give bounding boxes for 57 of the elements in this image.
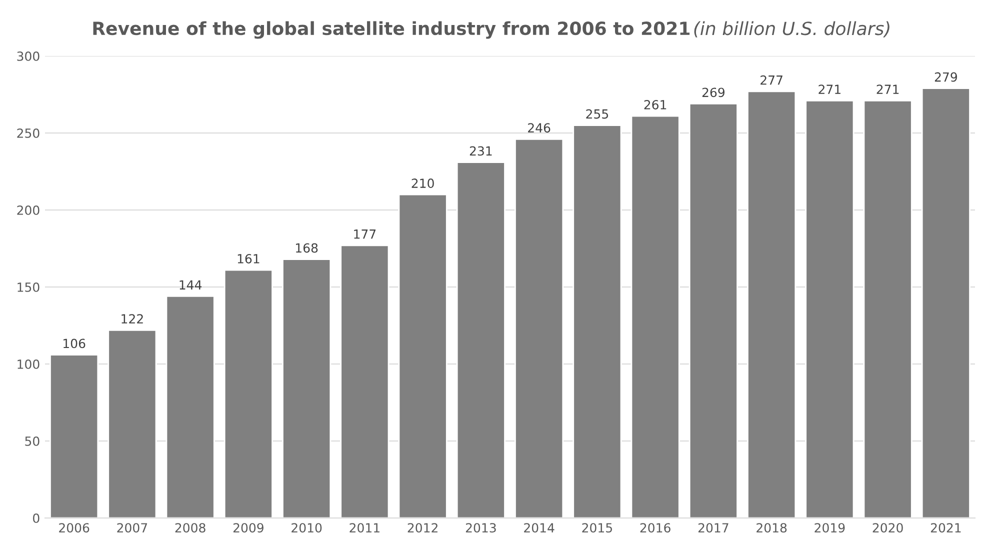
data-label: 271 <box>818 84 840 94</box>
y-tick-label: 150 <box>18 282 40 292</box>
x-tick-label: 2019 <box>814 523 845 533</box>
bar <box>224 269 273 518</box>
x-tick-label: 2021 <box>930 523 961 533</box>
bar <box>108 329 157 518</box>
bar <box>50 354 99 518</box>
data-label: 261 <box>644 100 666 110</box>
y-tick-label: 50 <box>25 436 40 446</box>
y-tick-label: 200 <box>17 205 40 215</box>
bar <box>398 194 448 518</box>
chart-title: Revenue of the global satellite industry from 2006 to 2021 <box>93 21 690 39</box>
y-tick-label: 300 <box>17 51 40 61</box>
bar <box>630 115 680 518</box>
x-tick-label: 2008 <box>175 523 206 533</box>
bar <box>863 100 912 518</box>
x-tick-label: 2012 <box>408 523 438 533</box>
x-tick-label: 2020 <box>872 523 903 533</box>
bar <box>456 162 506 518</box>
data-label: 144 <box>180 280 202 290</box>
chart-subtitle: (in billion U.S. dollars) <box>694 21 890 38</box>
data-label: 106 <box>64 338 86 348</box>
data-label: 269 <box>702 88 724 98</box>
bar <box>805 100 854 518</box>
x-tick-label: 2015 <box>582 523 612 533</box>
data-label: 231 <box>470 146 492 156</box>
x-tick-label: 2016 <box>640 523 670 533</box>
data-label: 161 <box>238 254 260 264</box>
x-tick-label: 2010 <box>292 523 322 533</box>
data-label: 210 <box>412 178 434 188</box>
bar <box>282 258 332 518</box>
bar <box>340 244 390 518</box>
data-label: 255 <box>586 109 608 119</box>
x-tick-label: 2013 <box>466 523 496 533</box>
bar <box>572 124 622 518</box>
bar <box>688 103 738 518</box>
bar <box>514 138 564 518</box>
data-label: 279 <box>934 72 957 82</box>
data-label: 271 <box>876 84 899 94</box>
data-label: 177 <box>354 230 376 239</box>
bar <box>166 296 215 518</box>
data-label: 168 <box>296 243 318 253</box>
y-tick-label: 100 <box>18 359 40 369</box>
y-tick-label: 0 <box>33 513 40 523</box>
x-tick-label: 2014 <box>524 523 554 533</box>
x-tick-label: 2009 <box>233 523 264 533</box>
x-tick-label: 2007 <box>117 523 148 533</box>
x-tick-label: 2018 <box>756 523 787 533</box>
data-label: 246 <box>528 123 550 133</box>
bar <box>921 88 970 518</box>
data-label: 277 <box>760 75 782 85</box>
y-tick-label: 250 <box>17 128 40 138</box>
x-tick-label: 2017 <box>698 523 728 533</box>
x-tick-label: 2011 <box>350 523 380 533</box>
x-tick-label: 2006 <box>59 523 90 533</box>
bar <box>747 90 796 518</box>
data-label: 122 <box>122 314 143 324</box>
